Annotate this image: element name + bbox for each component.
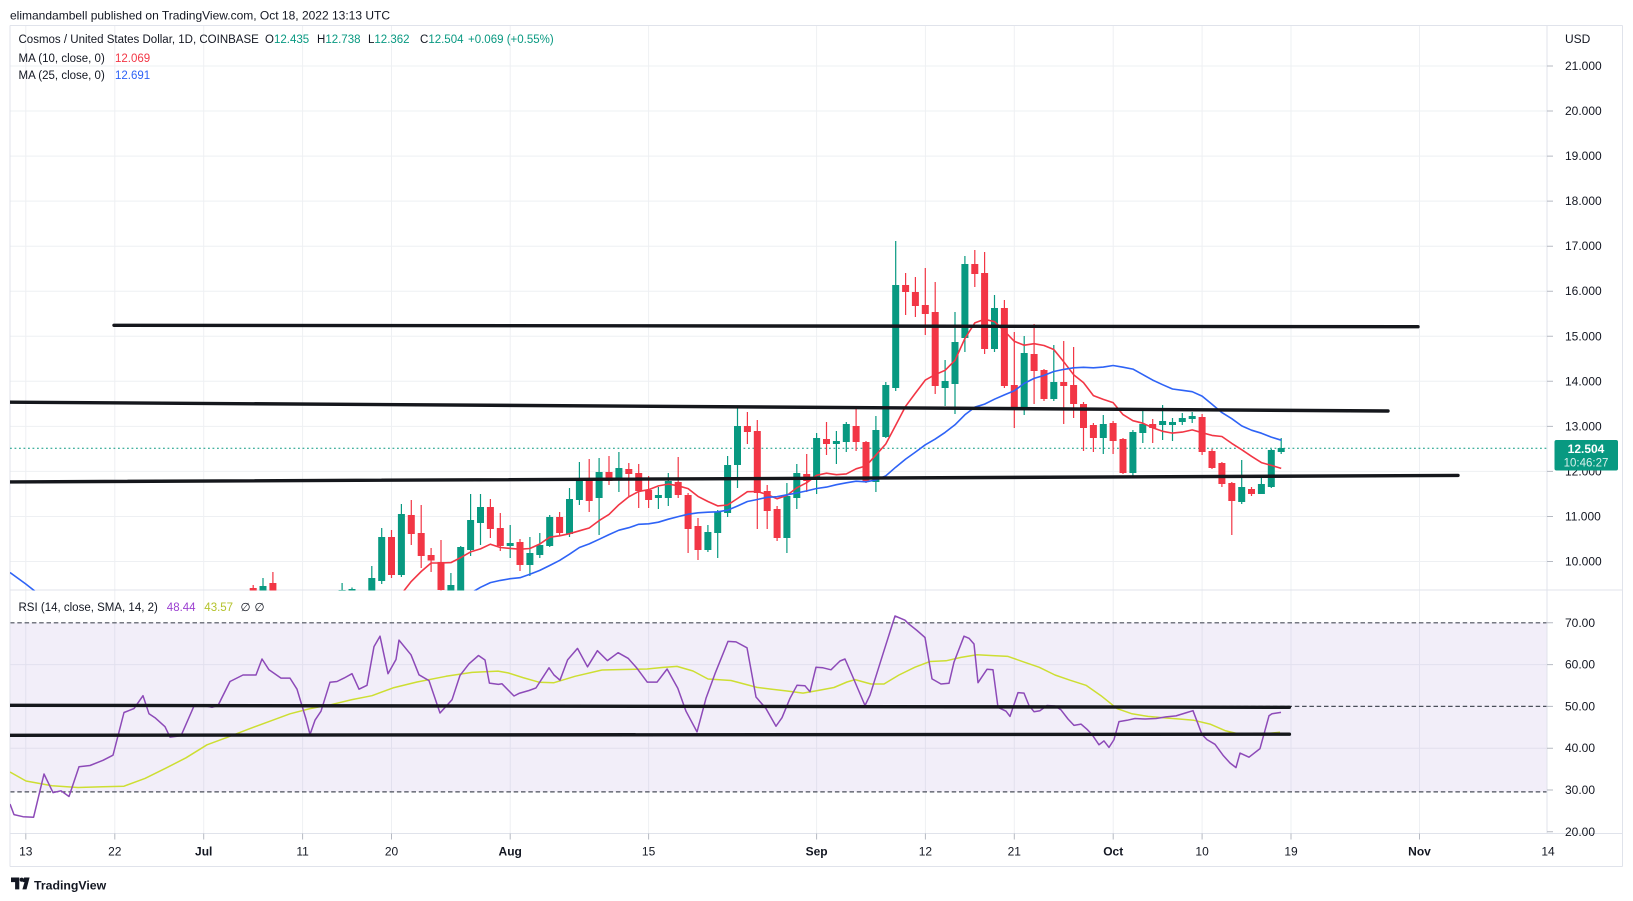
svg-text:Aug: Aug [499, 845, 522, 859]
svg-text:10: 10 [1195, 845, 1209, 859]
svg-text:22: 22 [108, 845, 122, 859]
svg-text:70.00: 70.00 [1565, 616, 1595, 630]
svg-text:Oct: Oct [1103, 845, 1123, 859]
svg-text:16.000: 16.000 [1565, 284, 1602, 298]
svg-text:10:46:27: 10:46:27 [1564, 458, 1609, 470]
svg-text:TradingView: TradingView [34, 879, 107, 893]
svg-text:50.00: 50.00 [1565, 699, 1595, 713]
svg-text:15: 15 [642, 845, 656, 859]
svg-text:30.00: 30.00 [1565, 783, 1595, 797]
svg-text:Nov: Nov [1408, 845, 1431, 859]
svg-text:21.000: 21.000 [1565, 59, 1602, 73]
svg-text:18.000: 18.000 [1565, 194, 1602, 208]
svg-text:13.000: 13.000 [1565, 419, 1602, 433]
svg-text:MA (10, close, 0)12.069: MA (10, close, 0) 12.069 [19, 53, 151, 65]
svg-text:USD: USD [1565, 32, 1591, 46]
svg-text:RSI (14, close, SMA, 14, 2)48.: RSI (14, close, SMA, 14, 2) 48.44 43.57 ∅ ∅ [19, 602, 265, 614]
svg-text:10.000: 10.000 [1565, 555, 1602, 569]
svg-text:14.000: 14.000 [1565, 374, 1602, 388]
svg-text:60.00: 60.00 [1565, 658, 1595, 672]
svg-text:19.000: 19.000 [1565, 149, 1602, 163]
svg-text:20.00: 20.00 [1565, 825, 1595, 839]
svg-text:20.000: 20.000 [1565, 104, 1602, 118]
svg-text:12: 12 [919, 845, 933, 859]
svg-text:15.000: 15.000 [1565, 329, 1602, 343]
svg-text:MA (25, close, 0)12.691: MA (25, close, 0) 12.691 [19, 70, 151, 82]
svg-text:17.000: 17.000 [1565, 239, 1602, 253]
svg-text:Sep: Sep [806, 845, 828, 859]
svg-text:21: 21 [1008, 845, 1022, 859]
svg-text:13: 13 [19, 845, 33, 859]
svg-text:12.504: 12.504 [1568, 442, 1605, 456]
svg-text:14: 14 [1541, 845, 1555, 859]
svg-text:20: 20 [385, 845, 399, 859]
svg-text:40.00: 40.00 [1565, 741, 1595, 755]
svg-text:11: 11 [296, 845, 309, 859]
svg-text:Jul: Jul [195, 845, 212, 859]
svg-text:elimandambell published on Tra: elimandambell published on TradingView.c… [10, 9, 390, 23]
svg-text:Cosmos / United States Dollar,: Cosmos / United States Dollar, 1D, COINB… [19, 34, 554, 46]
svg-text:11.000: 11.000 [1565, 510, 1601, 524]
svg-text:19: 19 [1284, 845, 1298, 859]
